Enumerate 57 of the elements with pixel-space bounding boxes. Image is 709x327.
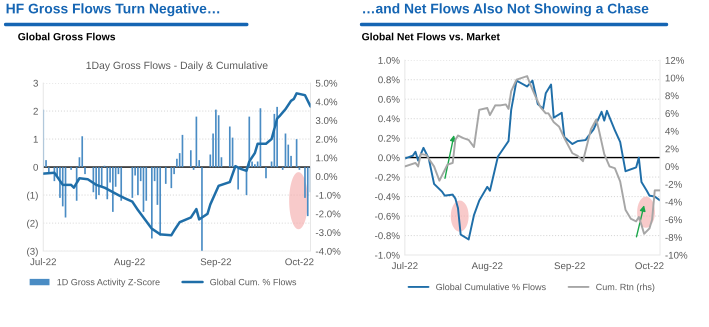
y-tick-label: 2 xyxy=(33,108,38,115)
y2-tick-label: 0.0% xyxy=(316,173,338,180)
y2-tick-label: 4% xyxy=(665,128,679,135)
y-tick-label: -0.2% xyxy=(375,174,400,181)
y-tick-label: (2) xyxy=(27,220,38,229)
y2-tick-label: 2% xyxy=(665,145,679,152)
y-tick-label: -0.4% xyxy=(375,193,400,200)
y2-tick-label: -2.0% xyxy=(316,210,340,218)
y-tick-label: 0.2% xyxy=(378,134,400,142)
x-tick-label: Oct-22 xyxy=(635,262,664,270)
x-tick-label: Sep-22 xyxy=(554,262,585,272)
chart-subtitle: Global Gross Flows xyxy=(18,32,116,40)
y-tick-label: -1.0% xyxy=(375,252,400,259)
y2-tick-label: -8% xyxy=(665,234,682,241)
y2-tick-label: 10% xyxy=(666,74,684,82)
x-tick-label: Jul-22 xyxy=(30,258,56,266)
y2-tick-label: -4.0% xyxy=(316,248,340,255)
x-tick-label: Sep-22 xyxy=(200,258,232,268)
legend-label: Global Cum. % Flows xyxy=(210,278,296,286)
y-tick-label: 0.4% xyxy=(378,115,400,122)
y2-tick-label: 2.0% xyxy=(316,136,338,143)
y-tick-label: 3 xyxy=(33,80,38,87)
y2-tick-label: -4% xyxy=(665,198,682,206)
y2-tick-label: 1.0% xyxy=(316,154,338,162)
y-tick-label: -0.6% xyxy=(375,212,400,220)
y-tick-label: 0 xyxy=(33,164,38,171)
legend-label: 1D Gross Activity Z-Score xyxy=(57,278,160,288)
y-tick-label: 0.6% xyxy=(378,96,400,103)
chart-title: HF Gross Flows Turn Negative… xyxy=(6,3,220,16)
y2-tick-label: -6% xyxy=(665,216,682,224)
y2-tick-label: 6% xyxy=(665,110,679,117)
y-tick-label: 0.0% xyxy=(378,154,400,162)
y2-tick-label: 8% xyxy=(665,92,679,100)
x-tick-label: Oct-22 xyxy=(285,258,314,266)
y2-tick-label: -10% xyxy=(665,252,688,259)
y2-tick-label: 4.0% xyxy=(316,98,338,106)
y2-tick-label: -3.0% xyxy=(316,229,340,236)
y2-tick-label: 0% xyxy=(665,163,679,170)
y-tick-label: 0.8% xyxy=(378,76,400,84)
y2-tick-label: 5.0% xyxy=(316,80,338,87)
y-tick-label: -0.8% xyxy=(375,232,400,240)
legend-label: Cum. Rtn (rhs) xyxy=(596,284,654,292)
legend-label: Global Cumulative % Flows xyxy=(436,284,546,290)
y-tick-label: (3) xyxy=(27,248,38,257)
y-tick-label: 1 xyxy=(34,136,38,143)
chart-title: …and Net Flows Also Not Showing a Chase xyxy=(363,3,648,16)
y-tick-label: 1.0% xyxy=(378,56,400,64)
x-tick-label: Aug-22 xyxy=(114,258,145,268)
y2-tick-label: -1.0% xyxy=(316,192,340,199)
y2-tick-label: -2% xyxy=(665,180,682,188)
y2-tick-label: 3.0% xyxy=(316,117,338,124)
chart-subtitle: Global Net Flows vs. Market xyxy=(362,32,500,40)
x-tick-label: Aug-22 xyxy=(472,262,502,272)
text: 1Day Gross Flows - Daily & Cumulative xyxy=(86,61,268,72)
y2-tick-label: 12% xyxy=(666,56,684,64)
x-tick-label: Jul-22 xyxy=(392,262,418,270)
y-tick-label: (1) xyxy=(27,192,38,201)
